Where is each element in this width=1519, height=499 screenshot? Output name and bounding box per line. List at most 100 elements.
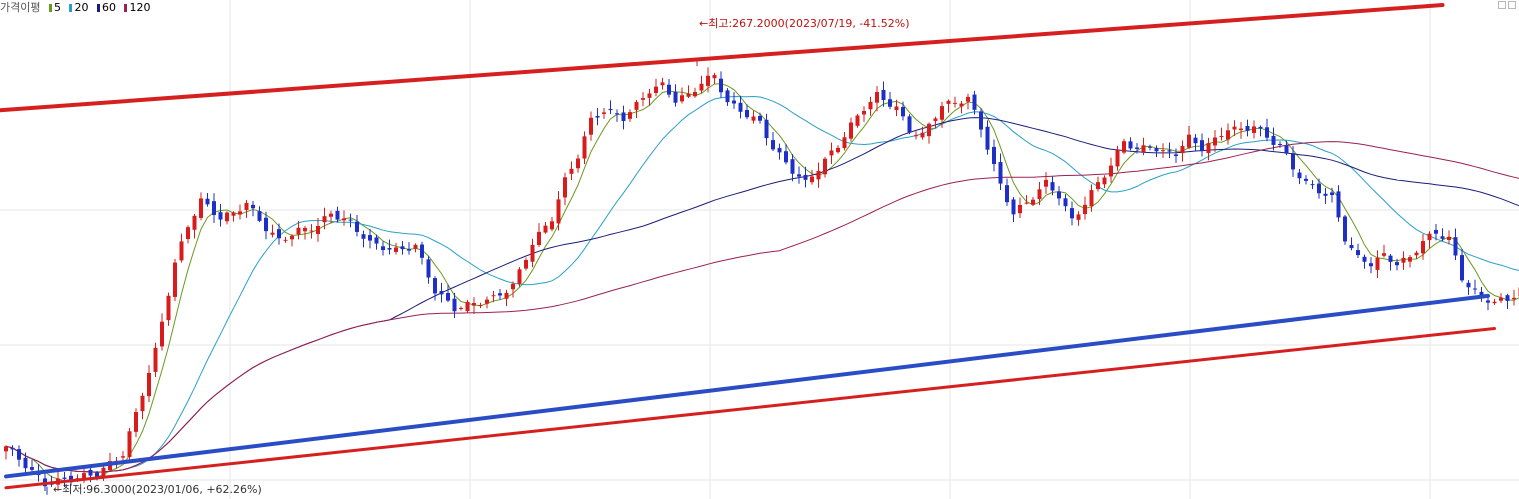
candle-body: [420, 244, 424, 258]
candle-body: [914, 135, 918, 137]
candle-body: [1291, 153, 1295, 170]
candle-body: [342, 218, 346, 221]
candle-body: [121, 456, 125, 458]
candle-body: [582, 136, 587, 159]
candle-body: [829, 150, 834, 156]
candle-body: [972, 94, 977, 110]
candle-body: [1219, 135, 1224, 137]
chart-legend: 가격이평 5 20 60 120: [0, 1, 150, 14]
candle-body: [95, 472, 99, 478]
candle-body: [1440, 236, 1445, 239]
candle-body: [1369, 263, 1373, 267]
candle-body: [511, 283, 515, 290]
candle-body: [1063, 198, 1068, 207]
candle-body: [907, 116, 912, 133]
legend-title: 가격이평: [0, 1, 41, 14]
high-price-annotation: ←최고:267.2000(2023/07/19, -41.52%): [699, 17, 910, 30]
candle-body: [1362, 256, 1367, 262]
candle-body: [1245, 125, 1250, 131]
candle-body: [62, 477, 67, 479]
candle-body: [296, 227, 301, 235]
candle-body: [283, 239, 288, 241]
candle-body: [1460, 255, 1464, 281]
ma5-line: [5, 83, 1519, 483]
legend-swatch-ma120: [124, 4, 128, 12]
candle-body: [790, 159, 795, 174]
candle-body: [10, 447, 15, 450]
restore-icon[interactable]: [1498, 1, 1506, 9]
candle-body: [1375, 257, 1380, 270]
candle-body: [524, 260, 528, 269]
candle-body: [1453, 237, 1458, 256]
candle-body: [576, 158, 580, 169]
candle-body: [738, 102, 743, 112]
candle-body: [634, 102, 639, 110]
candle-body: [140, 395, 145, 412]
window-controls[interactable]: [1498, 1, 1516, 9]
candle-body: [459, 307, 463, 309]
candle-body: [927, 123, 931, 137]
candle-body: [784, 151, 788, 163]
candle-body: [1486, 300, 1490, 303]
candle-body: [1122, 141, 1126, 153]
candle-body: [849, 122, 853, 139]
candle-body: [1187, 134, 1191, 148]
candle-body: [1258, 126, 1263, 129]
close-icon[interactable]: [1508, 1, 1516, 9]
legend-swatch-ma5: [48, 4, 52, 12]
candle-body: [348, 219, 353, 221]
candle-body: [1005, 185, 1009, 203]
candle-body: [1388, 255, 1393, 262]
candle-body: [732, 100, 736, 104]
candle-body: [381, 246, 385, 251]
candle-body: [166, 295, 171, 321]
candle-body: [764, 119, 769, 139]
candle-body: [413, 244, 418, 249]
candle-body: [992, 146, 996, 165]
candle-body: [1180, 146, 1185, 154]
candle-body: [439, 290, 444, 295]
candle-body: [1011, 199, 1016, 215]
candle-body: [225, 212, 229, 222]
candle-body: [1278, 144, 1282, 146]
candle-body: [628, 112, 632, 119]
candle-body: [1473, 288, 1477, 290]
candle-body: [17, 449, 21, 460]
legend-label-ma120: 120: [129, 1, 151, 14]
candle-body: [303, 227, 307, 232]
candle-body: [1206, 143, 1211, 154]
candle-body: [1083, 204, 1087, 215]
candle-body: [550, 221, 554, 230]
candle-body: [290, 235, 294, 240]
candle-body: [244, 202, 249, 210]
candle-body: [186, 227, 190, 240]
candle-body: [712, 75, 717, 79]
candle-body: [699, 83, 704, 91]
candle-body: [1128, 141, 1133, 149]
candle-body: [1050, 182, 1055, 191]
upper-trendline: [0, 3, 1445, 113]
candle-body: [862, 111, 866, 115]
candle-body: [745, 110, 749, 118]
candle-body: [1252, 126, 1256, 133]
candle-body: [1271, 135, 1276, 145]
low-price-annotation: ←최저:96.3000(2023/01/06, +62.26%): [53, 483, 262, 496]
candle-body: [1148, 146, 1152, 148]
candle-body: [316, 225, 320, 235]
candle-body: [30, 467, 34, 470]
candle-body: [979, 111, 983, 130]
candle-body: [134, 412, 138, 432]
candle-body: [1310, 184, 1315, 186]
candle-body: [407, 249, 411, 251]
candle-body: [1076, 214, 1081, 220]
candle-body: [933, 118, 938, 122]
candle-body: [387, 248, 392, 250]
candle-body: [810, 176, 814, 183]
candle-body: [654, 86, 658, 93]
candle-body: [1018, 204, 1022, 214]
candle-body: [251, 204, 255, 209]
candle-body: [472, 303, 476, 306]
candle-body: [329, 213, 333, 217]
candle-body: [1317, 183, 1321, 194]
candle-body: [1239, 128, 1243, 131]
